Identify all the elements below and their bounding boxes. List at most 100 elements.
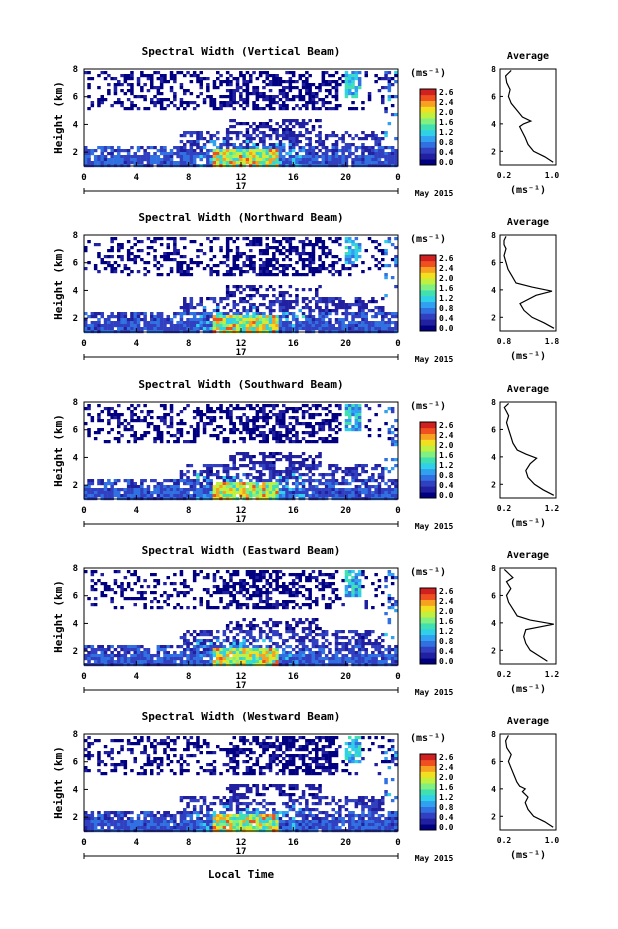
heatmap-cell — [311, 461, 316, 465]
heatmap-cell — [354, 86, 359, 90]
heatmap-cell — [239, 146, 243, 150]
heatmap-cell — [212, 318, 217, 322]
heatmap-cell — [334, 303, 339, 307]
heatmap-cell — [219, 149, 223, 153]
heatmap-cell — [341, 161, 345, 165]
heatmap-cell — [239, 267, 243, 271]
heatmap-cell — [173, 488, 177, 492]
heatmap-cell — [348, 74, 352, 78]
heatmap-cell — [186, 158, 190, 162]
heatmap-cell — [176, 413, 180, 417]
heatmap-cell — [183, 327, 187, 331]
heatmap-cell — [291, 585, 296, 589]
heatmap-cell — [216, 645, 220, 649]
heatmap-cell — [103, 327, 108, 331]
heatmap-cell — [199, 152, 203, 156]
heatmap-cell — [338, 297, 342, 301]
heatmap-cell — [242, 77, 246, 81]
heatmap-cell — [298, 321, 302, 325]
heatmap-cell — [117, 255, 121, 259]
heatmap-cell — [255, 158, 260, 162]
heatmap-cell — [265, 579, 269, 583]
heatmap-cell — [252, 137, 256, 141]
heatmap-cell — [216, 476, 220, 480]
heatmap-cell — [235, 315, 240, 319]
heatmap-cell — [318, 318, 322, 322]
heatmap-cell — [285, 306, 289, 310]
heatmap-cell — [202, 309, 207, 313]
colorbar-swatch — [420, 422, 436, 429]
heatmap-cell — [321, 249, 326, 253]
heatmap-cell — [169, 485, 174, 489]
heatmap-cell — [255, 89, 260, 93]
colorbar-swatch — [420, 319, 436, 326]
heatmap-cell — [117, 249, 121, 253]
heatmap-cell — [120, 585, 124, 589]
heatmap-cell — [242, 585, 246, 589]
heatmap-cell — [331, 131, 335, 135]
heatmap-cell — [278, 158, 283, 162]
heatmap-cell — [258, 425, 263, 429]
heatmap-cell — [229, 155, 233, 159]
heatmap-cell — [252, 285, 256, 289]
heatmap-cell — [179, 422, 184, 426]
heatmap-cell — [140, 240, 144, 244]
heatmap-cell — [272, 327, 276, 331]
heatmap-cell — [97, 416, 101, 420]
heatmap-cell — [361, 152, 365, 156]
heatmap-cell — [262, 303, 266, 307]
heatmap-cell — [295, 645, 299, 649]
heatmap-cell — [272, 152, 276, 156]
heatmap-cell — [232, 431, 236, 435]
heatmap-cell — [117, 155, 121, 159]
heatmap-cell — [324, 95, 329, 99]
heatmap-cell — [107, 264, 111, 268]
heatmap-cell — [176, 71, 180, 75]
heatmap-cell — [272, 437, 276, 441]
heatmap-cell — [318, 452, 322, 456]
heatmap-cell — [377, 476, 382, 480]
heatmap-cell — [338, 428, 342, 432]
heatmap-cell — [390, 158, 395, 162]
heatmap-cell — [351, 407, 355, 411]
heatmap-cell — [361, 488, 365, 492]
heatmap-cell — [173, 660, 177, 664]
heatmap-cell — [357, 425, 362, 429]
heatmap-cell — [301, 246, 306, 250]
heatmap-cell — [285, 458, 289, 462]
heatmap-cell — [90, 101, 95, 105]
heatmap-cell — [255, 149, 260, 153]
heatmap-cell — [173, 258, 177, 262]
heatmap-cell — [110, 657, 114, 661]
heatmap-cell — [282, 588, 286, 592]
heatmap-cell — [387, 80, 392, 84]
heatmap-cell — [140, 86, 144, 90]
heatmap-cell — [239, 585, 243, 589]
heatmap-cell — [107, 645, 111, 649]
heatmap-cell — [242, 603, 246, 607]
heatmap-cell — [308, 324, 312, 328]
heatmap-cell — [298, 125, 302, 129]
heatmap-cell — [268, 455, 273, 459]
heatmap-cell — [338, 413, 342, 417]
heatmap-cell — [334, 140, 339, 144]
heatmap-cell — [242, 618, 246, 622]
heatmap-cell — [275, 297, 279, 301]
heatmap-cell — [107, 327, 111, 331]
heatmap-cell — [225, 416, 230, 420]
heatmap-cell — [163, 324, 167, 328]
heatmap-cell — [107, 261, 111, 265]
heatmap-cell — [143, 74, 147, 78]
heatmap-cell — [192, 606, 197, 610]
y-tick-label: 8 — [73, 231, 78, 241]
heatmap-cell — [390, 467, 395, 471]
heatmap-cell — [192, 630, 197, 634]
heatmap-cell — [123, 576, 128, 580]
heatmap-cell — [288, 645, 293, 649]
heatmap-cell — [384, 273, 388, 277]
heatmap-cell — [235, 488, 240, 492]
heatmap-cell — [245, 255, 250, 259]
heatmap-cell — [295, 324, 299, 328]
heatmap-cell — [173, 582, 177, 586]
heatmap-cell — [242, 324, 246, 328]
